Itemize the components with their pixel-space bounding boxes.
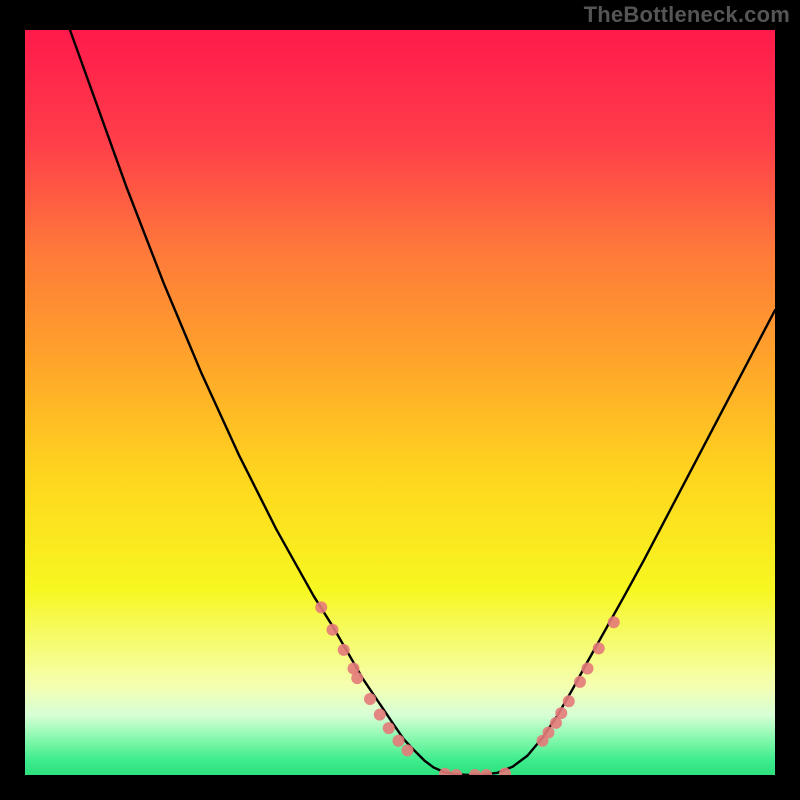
data-point <box>469 769 481 775</box>
data-point <box>480 769 492 775</box>
data-point <box>327 624 339 636</box>
data-point <box>393 735 405 747</box>
data-point <box>364 693 376 705</box>
data-point <box>351 672 363 684</box>
data-point <box>608 616 620 628</box>
data-point <box>402 744 414 756</box>
data-point <box>582 662 594 674</box>
bottleneck-curve-left <box>70 30 468 775</box>
data-point <box>374 709 386 721</box>
watermark-text: TheBottleneck.com <box>584 2 790 28</box>
data-point <box>315 601 327 613</box>
data-point <box>439 768 451 775</box>
data-point <box>593 642 605 654</box>
bottleneck-chart <box>25 30 775 775</box>
data-point <box>555 707 567 719</box>
chart-overlay <box>25 30 775 775</box>
data-point <box>450 769 462 775</box>
bottleneck-curve-right <box>468 310 776 775</box>
data-point <box>563 695 575 707</box>
data-point <box>383 722 395 734</box>
data-point <box>574 676 586 688</box>
data-point <box>543 727 555 739</box>
data-point <box>338 644 350 656</box>
